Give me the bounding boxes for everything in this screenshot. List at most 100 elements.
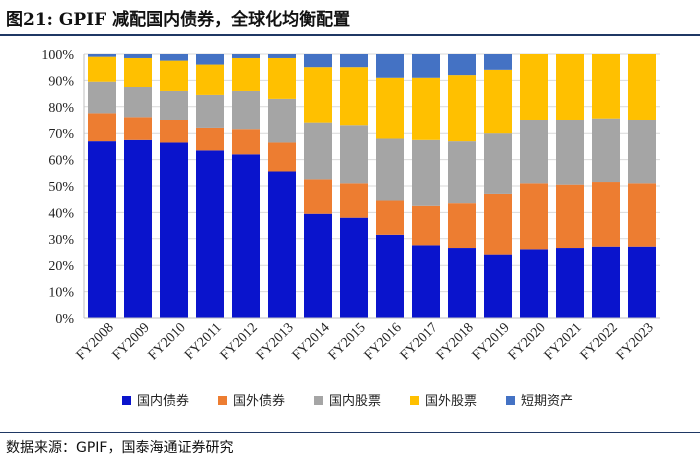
bar-segment — [160, 142, 188, 318]
x-tick-label: FY2018 — [434, 320, 477, 363]
y-tick-label: 0% — [55, 312, 74, 327]
bar-segment — [160, 120, 188, 143]
x-tick-label: FY2015 — [326, 320, 369, 363]
bar-segment — [448, 248, 476, 318]
legend-swatch — [218, 396, 227, 405]
bar-segment — [304, 67, 332, 123]
legend-swatch — [410, 396, 419, 405]
bar-segment — [484, 254, 512, 318]
bar-segment — [376, 54, 404, 78]
bar-segment — [304, 122, 332, 180]
bar-segment — [232, 129, 260, 155]
bar-segment — [592, 118, 620, 183]
bar-segment — [268, 142, 296, 172]
bar-segment — [628, 246, 656, 318]
bar-segment — [232, 54, 260, 58]
bar-segment — [484, 54, 512, 70]
legend-swatch — [506, 396, 515, 405]
bar-segment — [124, 54, 152, 58]
bar-segment — [448, 141, 476, 204]
bar-segment — [412, 245, 440, 318]
x-tick-label: FY2014 — [290, 320, 333, 363]
bar-segment — [376, 200, 404, 235]
legend-label: 国内股票 — [329, 393, 381, 409]
x-tick-label: FY2016 — [362, 320, 405, 363]
title-divider — [0, 34, 700, 36]
bar-segment — [268, 54, 296, 58]
bar-segment — [628, 120, 656, 184]
bar-segment — [160, 90, 188, 120]
figure-title: 图21: GPIF 减配国内债券，全球化均衡配置 — [6, 10, 351, 30]
bar-segment — [232, 57, 260, 91]
x-tick-label: FY2010 — [146, 320, 189, 363]
bar-segment — [340, 125, 368, 184]
x-tick-label: FY2022 — [578, 320, 621, 363]
bars — [88, 54, 656, 318]
bar-segment — [196, 54, 224, 65]
x-tick-label: FY2009 — [110, 320, 153, 363]
bar-segment — [628, 183, 656, 247]
bar-segment — [196, 64, 224, 95]
bar-segment — [268, 98, 296, 143]
bar-segment — [556, 248, 584, 318]
x-tick-label: FY2013 — [254, 320, 297, 363]
y-tick-label: 30% — [48, 233, 74, 248]
bar-segment — [340, 54, 368, 68]
legend-label: 国内债券 — [137, 393, 189, 409]
x-tick-label: FY2008 — [74, 320, 117, 363]
bar-segment — [592, 246, 620, 318]
bar-segment — [556, 54, 584, 120]
bar-segment — [448, 75, 476, 142]
bar-segment — [340, 217, 368, 318]
bar-segment — [304, 213, 332, 318]
bar-segment — [340, 67, 368, 126]
bar-segment — [196, 94, 224, 128]
source-note: 数据来源：GPIF，国泰海通证券研究 — [6, 440, 234, 456]
y-tick-label: 60% — [48, 154, 74, 169]
bar-segment — [196, 127, 224, 151]
y-tick-label: 70% — [48, 127, 74, 142]
legend-swatch — [122, 396, 131, 405]
bar-segment — [124, 139, 152, 318]
bar-segment — [124, 57, 152, 87]
axes — [83, 54, 660, 319]
bar-segment — [376, 77, 404, 139]
bar-segment — [448, 203, 476, 249]
y-tick-label: 40% — [48, 206, 74, 221]
bar-segment — [268, 57, 296, 99]
bar-segment — [448, 54, 476, 76]
bar-segment — [556, 184, 584, 249]
bar-segment — [520, 183, 548, 250]
bar-segment — [196, 150, 224, 318]
bar-segment — [124, 87, 152, 118]
bar-segment — [268, 171, 296, 318]
legend-label: 国外债券 — [233, 393, 285, 409]
bar-segment — [88, 81, 116, 114]
bar-segment — [304, 54, 332, 68]
bar-segment — [340, 183, 368, 218]
bar-segment — [376, 234, 404, 318]
bar-segment — [556, 120, 584, 185]
bar-segment — [412, 205, 440, 246]
bar-segment — [88, 141, 116, 318]
bar-segment — [88, 56, 116, 82]
bar-segment — [412, 139, 440, 206]
bar-segment — [520, 249, 548, 318]
bar-segment — [412, 54, 440, 78]
bar-segment — [592, 182, 620, 247]
bar-segment — [160, 60, 188, 91]
x-tick-label: FY2021 — [542, 320, 585, 363]
bar-segment — [592, 54, 620, 119]
bar-segment — [160, 54, 188, 61]
legend: 国内债券 国外债券 国内股票 国外股票 短期资产 — [122, 393, 573, 409]
bar-segment — [484, 133, 512, 194]
y-tick-label: 20% — [48, 259, 74, 274]
figure-title-bar: 图21: GPIF 减配国内债券，全球化均衡配置 — [0, 0, 700, 34]
x-tick-label: FY2012 — [218, 320, 261, 363]
bar-segment — [628, 54, 656, 120]
bar-segment — [232, 90, 260, 130]
bar-segment — [412, 77, 440, 140]
bar-segment — [88, 113, 116, 142]
y-tick-label: 90% — [48, 74, 74, 89]
x-tick-label: FY2023 — [614, 320, 657, 363]
